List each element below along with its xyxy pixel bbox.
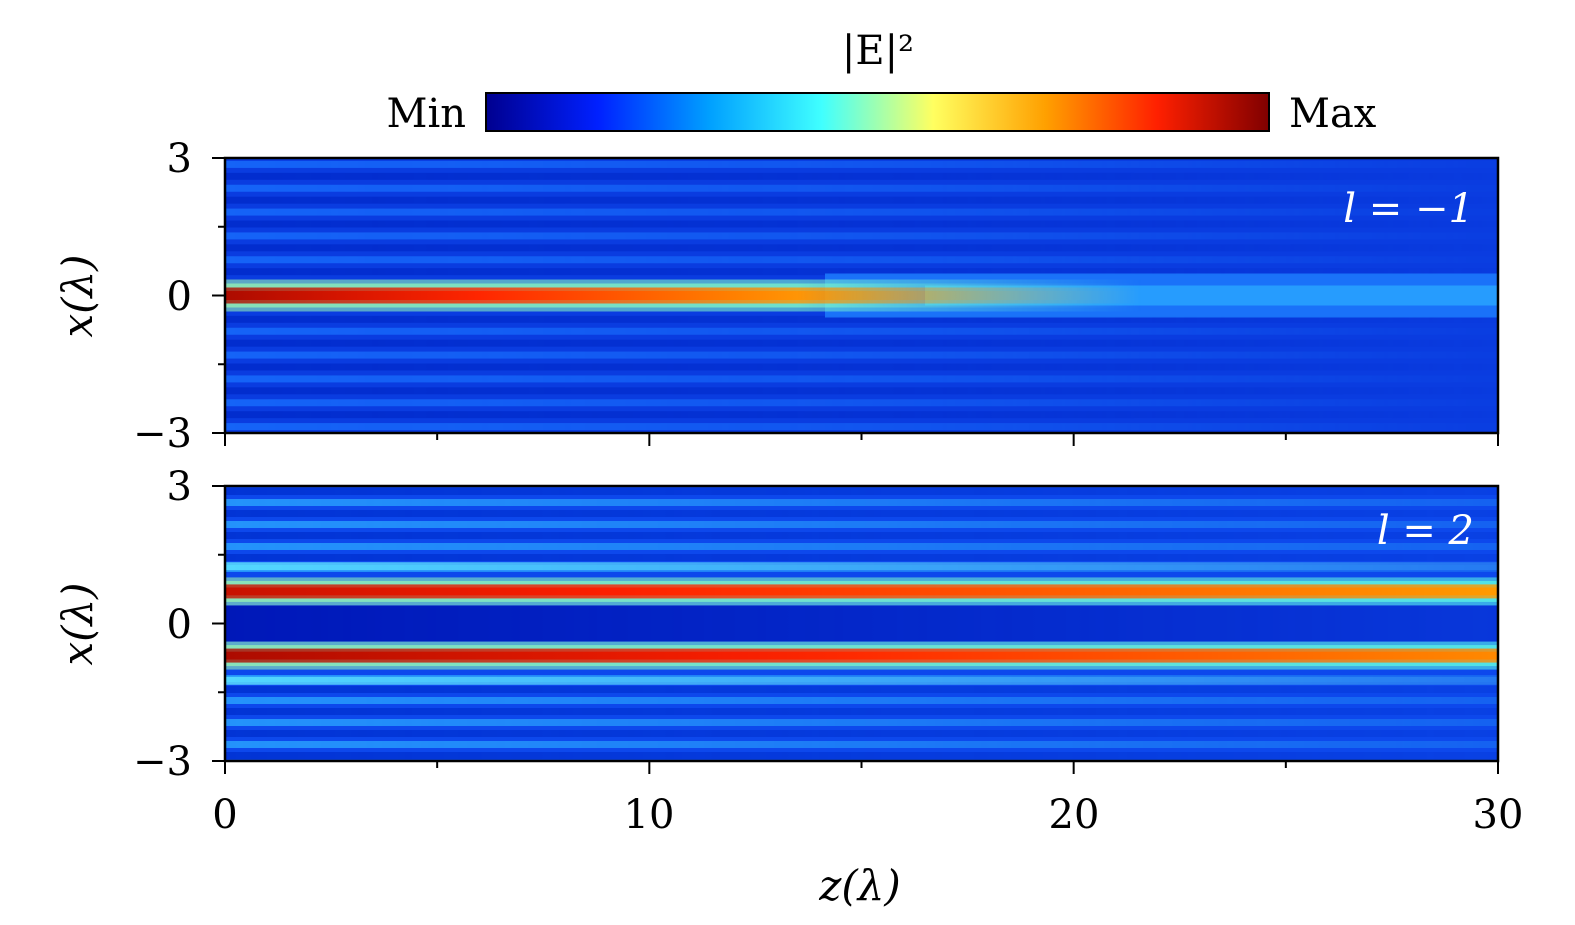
fringe-band bbox=[225, 532, 1498, 539]
fringe-band bbox=[225, 327, 1498, 335]
fringe-band bbox=[225, 499, 1498, 506]
x-tick-label: 30 bbox=[1473, 792, 1524, 838]
heatmap-bottom-fringes bbox=[225, 488, 1498, 759]
fringe-band bbox=[225, 232, 1498, 240]
fringe-band bbox=[225, 554, 1498, 561]
beam-band bbox=[225, 587, 1498, 596]
fringe-band bbox=[225, 686, 1498, 693]
y-tick-label: 0 bbox=[167, 274, 192, 320]
heatmap-bottom-beams bbox=[225, 577, 1498, 670]
colorbar-min-label: Min bbox=[386, 91, 466, 137]
x-axis-label: z(λ) bbox=[818, 861, 901, 910]
panel-label-bottom: l = 2 bbox=[1377, 508, 1474, 554]
heatmap-top-fringes bbox=[225, 149, 1498, 431]
beam-band bbox=[225, 291, 1498, 300]
fringe-band bbox=[225, 719, 1498, 726]
heatmap-top-beam bbox=[225, 279, 1498, 312]
fringe-band bbox=[225, 399, 1498, 407]
y-tick-label: −3 bbox=[133, 411, 192, 457]
colorbar: |E|² Min Max bbox=[386, 28, 1376, 137]
fringe-band bbox=[225, 543, 1498, 550]
fringe-band bbox=[225, 562, 1498, 571]
fringe-band bbox=[225, 411, 1498, 419]
fringe-band bbox=[225, 244, 1498, 252]
fringe-band bbox=[225, 196, 1498, 204]
y-axis-label-bottom: x(λ) bbox=[53, 582, 102, 665]
fringe-band bbox=[225, 268, 1498, 276]
fringe-band bbox=[225, 488, 1498, 495]
fringe-band bbox=[225, 208, 1498, 216]
fringe-band bbox=[225, 256, 1498, 264]
fringe-band bbox=[225, 351, 1498, 359]
fringe-band bbox=[225, 697, 1498, 704]
fringe-band bbox=[225, 676, 1498, 685]
fringe-band bbox=[225, 184, 1498, 192]
fringe-band bbox=[225, 160, 1498, 168]
y-tick-label: 0 bbox=[167, 602, 192, 648]
heatmap-top bbox=[225, 149, 1498, 433]
fringe-band bbox=[225, 387, 1498, 395]
fringe-band bbox=[225, 510, 1498, 517]
fringe-band bbox=[225, 521, 1498, 528]
fringe-band bbox=[225, 730, 1498, 737]
colorbar-bar bbox=[485, 92, 1270, 132]
heatmap-bottom bbox=[225, 486, 1498, 761]
fringe-band bbox=[225, 315, 1498, 323]
x-tick-label: 0 bbox=[212, 792, 237, 838]
colorbar-title: |E|² bbox=[842, 28, 914, 74]
fringe-band bbox=[225, 375, 1498, 383]
fringe-band bbox=[225, 172, 1498, 180]
panel-top: l = −1 x(λ) 3 0 −3 bbox=[53, 136, 1500, 457]
x-tick-label: 10 bbox=[624, 792, 675, 838]
fringe-band bbox=[225, 741, 1498, 748]
center-gap bbox=[225, 605, 1498, 642]
fringe-band bbox=[225, 363, 1498, 371]
colorbar-max-label: Max bbox=[1289, 91, 1377, 137]
y-tick-label: −3 bbox=[133, 739, 192, 785]
panel-label-top: l = −1 bbox=[1343, 186, 1474, 232]
fringe-band bbox=[225, 339, 1498, 347]
y-tick-label: 3 bbox=[167, 464, 192, 510]
fringe-band bbox=[225, 423, 1498, 431]
fringe-band bbox=[225, 752, 1498, 759]
panel-bottom: l = 2 x(λ) 3 0 −3 bbox=[53, 464, 1500, 785]
y-tick-label: 3 bbox=[167, 136, 192, 182]
fringe-band bbox=[225, 708, 1498, 715]
fringe-band bbox=[225, 220, 1498, 228]
axis-ticks bbox=[212, 157, 1499, 774]
x-tick-label: 20 bbox=[1049, 792, 1100, 838]
beam-band bbox=[225, 651, 1498, 660]
fringe-band bbox=[225, 149, 1498, 156]
y-axis-label-top: x(λ) bbox=[53, 254, 102, 337]
